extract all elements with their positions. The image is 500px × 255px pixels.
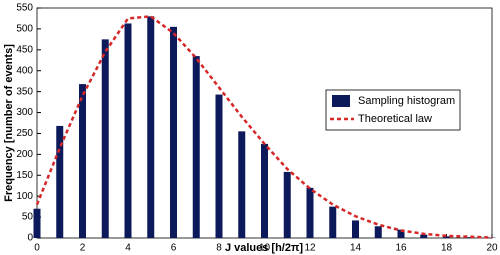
line bbox=[35, 15, 493, 239]
y-axis-label: Frequency [number of events] bbox=[3, 44, 15, 202]
bar bbox=[306, 187, 314, 238]
legend-label: Theoretical law bbox=[358, 113, 432, 125]
x-tick-label: 4 bbox=[125, 243, 131, 254]
x-tick-label: 16 bbox=[395, 243, 407, 254]
bar bbox=[397, 229, 405, 238]
bar bbox=[147, 16, 155, 239]
y-tick-label: 0 bbox=[27, 233, 33, 244]
bar bbox=[374, 226, 382, 238]
y-tick-label: 400 bbox=[16, 65, 33, 76]
bar bbox=[283, 171, 291, 238]
x-tick-label: 0 bbox=[34, 243, 40, 254]
x-tick-label: 8 bbox=[216, 243, 222, 254]
y-tick-label: 50 bbox=[22, 212, 34, 223]
x-tick-label: 6 bbox=[171, 243, 177, 254]
y-tick-label: 200 bbox=[16, 149, 33, 160]
x-tick-label: 12 bbox=[304, 243, 316, 254]
bar bbox=[56, 125, 64, 238]
x-axis-label: J values [h/2π] bbox=[225, 242, 303, 254]
bar bbox=[101, 39, 109, 239]
x-tick-label: 20 bbox=[486, 243, 498, 254]
bar bbox=[124, 23, 132, 238]
y-tick-label: 550 bbox=[16, 3, 33, 14]
y-tick-label: 100 bbox=[16, 191, 33, 202]
y-tick-label: 350 bbox=[16, 86, 33, 97]
bar bbox=[443, 236, 450, 238]
bar bbox=[215, 94, 223, 239]
bar bbox=[79, 84, 86, 238]
legend-swatch bbox=[332, 95, 350, 107]
y-tick-label: 150 bbox=[16, 170, 33, 181]
x-tick-label: 2 bbox=[80, 243, 86, 254]
x-tick-label: 18 bbox=[441, 243, 453, 254]
bar bbox=[33, 208, 41, 238]
bar bbox=[238, 131, 246, 238]
bar bbox=[329, 206, 337, 238]
x-tick-label: 14 bbox=[350, 243, 362, 254]
y-tick-label: 250 bbox=[16, 128, 33, 139]
bar bbox=[170, 26, 177, 239]
bar bbox=[261, 143, 268, 238]
y-tick-label: 500 bbox=[16, 24, 33, 35]
bar bbox=[352, 220, 359, 238]
y-tick-label: 450 bbox=[16, 44, 33, 55]
bar bbox=[465, 237, 473, 238]
y-tick-label: 300 bbox=[16, 107, 33, 118]
bar bbox=[192, 56, 200, 238]
x-tick-label: 10 bbox=[259, 243, 271, 254]
legend-label: Sampling histogram bbox=[358, 95, 455, 107]
bar bbox=[420, 234, 428, 238]
